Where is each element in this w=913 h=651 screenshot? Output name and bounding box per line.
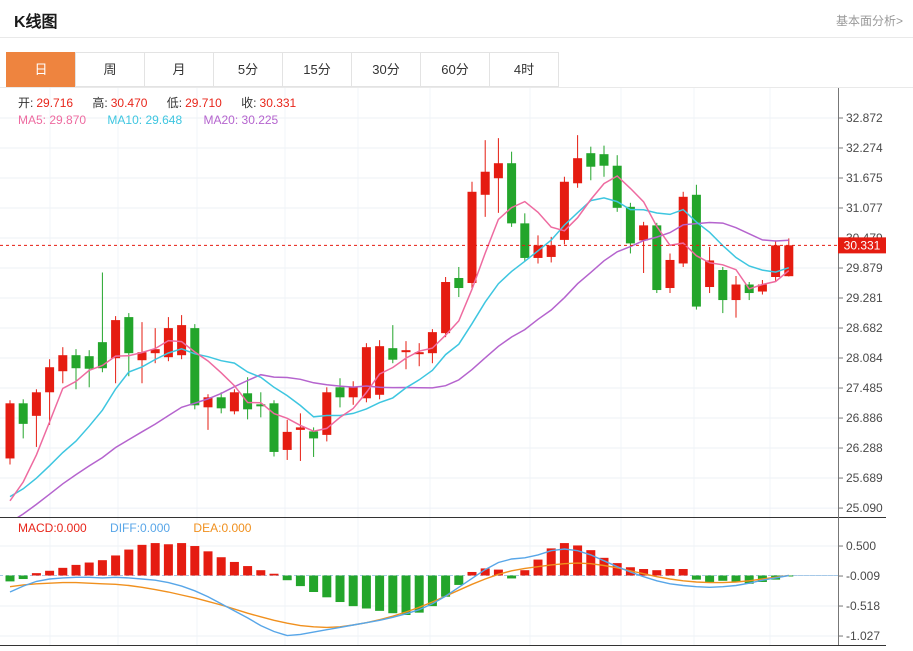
dea-value: 0.000	[221, 521, 252, 535]
ma20-value: 30.225	[241, 113, 279, 127]
svg-text:25.689: 25.689	[846, 471, 883, 485]
ma10-label: MA10:	[107, 113, 143, 127]
dea-line	[9, 562, 789, 629]
svg-text:25.090: 25.090	[846, 501, 883, 515]
close-value: 30.331	[259, 96, 297, 110]
diff-line	[9, 548, 789, 637]
svg-text:31.675: 31.675	[846, 171, 883, 185]
svg-text:-0.518: -0.518	[846, 599, 880, 613]
svg-text:29.281: 29.281	[846, 291, 883, 305]
tabrow-divider	[0, 87, 913, 88]
svg-text:28.682: 28.682	[846, 321, 883, 335]
open-value: 29.716	[36, 96, 74, 110]
panel-separators	[0, 517, 886, 646]
svg-text:28.084: 28.084	[846, 351, 883, 365]
tab-月[interactable]: 月	[144, 52, 214, 87]
macd-histogram	[5, 543, 794, 615]
ma10-line	[9, 197, 790, 498]
diff-label: DIFF:	[110, 521, 141, 535]
current-price-badge: 30.331	[838, 237, 886, 254]
svg-text:-1.027: -1.027	[846, 629, 880, 643]
current-price-badge-value: 30.331	[844, 238, 881, 252]
candlestick-series	[5, 135, 794, 465]
tab-日[interactable]: 日	[6, 52, 76, 87]
tab-15分[interactable]: 15分	[282, 52, 352, 87]
svg-text:0.500: 0.500	[846, 539, 876, 553]
ma5-line	[9, 175, 790, 502]
svg-text:31.077: 31.077	[846, 201, 883, 215]
ma20-line	[17, 221, 789, 517]
ma10-value: 29.648	[145, 113, 183, 127]
macd-label: MACD:	[18, 521, 57, 535]
price-axis: 32.87232.27431.67531.07730.47929.87929.2…	[838, 88, 883, 645]
fundamental-analysis-link[interactable]: 基本面分析>	[835, 14, 903, 28]
high-value: 30.470	[110, 96, 148, 110]
ma20-label: MA20:	[203, 113, 239, 127]
header-divider	[0, 37, 913, 38]
ma-row: MA5: 29.870 MA10: 29.648 MA20: 30.225	[18, 113, 296, 127]
svg-text:-0.009: -0.009	[846, 569, 880, 583]
ma5-label: MA5:	[18, 113, 47, 127]
tab-5分[interactable]: 5分	[213, 52, 283, 87]
svg-text:32.274: 32.274	[846, 141, 883, 155]
ohlc-row: 开: 29.716 高: 30.470 低: 29.710 收: 30.331	[18, 94, 312, 111]
chart-area: 32.87232.27431.67531.07730.47929.87929.2…	[0, 88, 913, 651]
tab-周[interactable]: 周	[75, 52, 145, 87]
svg-text:27.485: 27.485	[846, 381, 883, 395]
ma5-value: 29.870	[49, 113, 87, 127]
svg-text:29.879: 29.879	[846, 261, 883, 275]
low-value: 29.710	[185, 96, 222, 110]
kline-canvas[interactable]: 32.87232.27431.67531.07730.47929.87929.2…	[0, 88, 913, 651]
diff-value: 0.000	[140, 521, 171, 535]
macd-row: MACD:0.000 DIFF:0.000 DEA:0.000	[18, 521, 271, 535]
tab-60分[interactable]: 60分	[420, 52, 490, 87]
open-label: 开:	[18, 96, 34, 110]
svg-text:26.886: 26.886	[846, 411, 883, 425]
high-label: 高:	[92, 96, 108, 110]
timeframe-tabs: 日周月 5分 15分 30分 60分 4时	[6, 52, 559, 87]
close-label: 收:	[241, 96, 257, 110]
svg-text:26.288: 26.288	[846, 441, 883, 455]
dea-label: DEA:	[193, 521, 222, 535]
page-title: K线图	[14, 14, 58, 31]
tab-4时[interactable]: 4时	[489, 52, 559, 87]
svg-text:32.872: 32.872	[846, 111, 883, 125]
low-label: 低:	[166, 96, 183, 110]
macd-value: 0.000	[56, 521, 87, 535]
tab-30分[interactable]: 30分	[351, 52, 421, 87]
